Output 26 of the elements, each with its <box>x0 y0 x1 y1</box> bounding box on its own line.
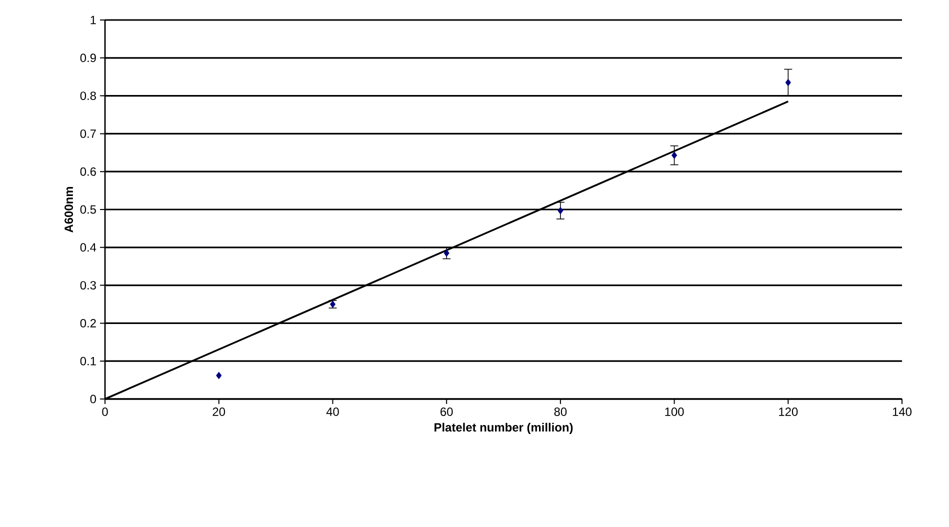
y-tick-label: 0.5 <box>80 205 96 214</box>
x-tick-label: 60 <box>440 408 453 416</box>
y-axis-title: A600nm <box>64 186 74 232</box>
y-tick-label: 0.6 <box>80 167 96 176</box>
x-tick-label: 140 <box>892 408 912 416</box>
x-tick-label: 0 <box>102 408 108 416</box>
point <box>671 152 678 159</box>
y-tick-label: 0.8 <box>80 92 96 100</box>
y-tick-label: 0.1 <box>80 356 96 366</box>
x-tick-label: 100 <box>665 408 684 416</box>
y-tick-label: 0 <box>90 394 96 404</box>
point <box>444 249 450 257</box>
y-tick-label: 0.9 <box>80 54 96 62</box>
y-tick-label: 0.7 <box>80 129 96 138</box>
point <box>785 78 791 86</box>
x-tick-label: 20 <box>212 408 226 416</box>
x-axis-title: Platelet number (million) <box>434 422 573 434</box>
x-tick-label: 80 <box>554 408 567 416</box>
y-tick-label: 1 <box>90 16 96 24</box>
y-tick-label: 0.2 <box>80 318 96 328</box>
y-tick-label: 0.4 <box>80 243 96 252</box>
y-tick-label: 0.3 <box>80 281 96 290</box>
x-tick-label: 40 <box>326 408 339 416</box>
x-tick-label: 120 <box>779 408 798 416</box>
point <box>558 206 564 214</box>
point <box>216 372 222 380</box>
